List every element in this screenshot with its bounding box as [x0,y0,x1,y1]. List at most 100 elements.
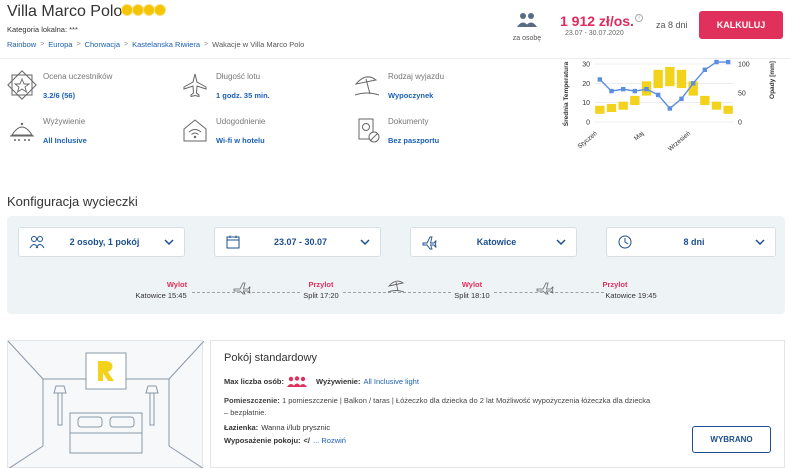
plane-icon [183,73,207,98]
timeline-line [343,292,451,293]
info-amenities: Udogodnienie Wi-fi w hotelu [180,115,265,145]
docs-value: Bez paszportu [388,136,440,145]
y-tick-label: 30 [582,62,590,69]
room-image [7,340,205,468]
passport-icon [358,118,380,143]
room-board-value: All Inclusive light [363,377,419,386]
plane-icon [536,282,554,295]
star-icon [144,5,154,15]
breadcrumb-chorwacja[interactable]: Chorwacja [84,40,120,49]
x-tick-label: Wrzesień [667,130,692,153]
clock-icon [618,235,632,249]
duration-select[interactable]: 8 dni [606,227,776,257]
room-name: Pokój standardowy [224,352,317,364]
precip-bar [723,105,733,114]
breadcrumb-europa[interactable]: Europa [48,40,73,49]
star-badge-icon [7,70,37,100]
precip-bar [676,69,687,89]
star-icon [122,5,132,15]
leg-value: Katowice 19:45 [605,291,657,300]
precip-bar [606,104,617,113]
departure-value: Katowice [476,237,517,247]
config-title: Konfiguracja wycieczki [7,194,138,209]
temperature-point [667,106,673,111]
precip-bar [700,95,710,106]
x-tick-label: Maj [633,130,646,142]
info-docs: Dokumenty Bez paszportu [352,115,439,145]
leg-value: Split 18:10 [454,291,490,300]
y-tick-label: 20 [582,81,590,88]
bath-label: Łazienka: [224,423,259,432]
expand-link[interactable]: ... Rozwiń [313,436,346,445]
info-board: Wyżywienie All Inclusive [7,115,87,145]
per-person-toggle[interactable]: za osobę [508,12,546,42]
chevron-down-icon [360,239,370,246]
chevron-right-icon: > [204,41,209,48]
info-trip: Rodzaj wyjazdu Wypoczynek [352,70,444,100]
precip-bar [595,105,605,114]
room-bathroom: Łazienka: Wanna i/lub prysznic [224,423,330,432]
info-icon[interactable]: i [635,14,643,22]
y2-tick-label: 0 [738,120,742,127]
temperature-point [632,88,638,94]
wifi-icon [183,119,207,142]
precip-bar [711,101,722,110]
trip-label: Rodzaj wyjazdu [388,72,445,81]
calculate-button[interactable]: KALKULUJ [699,11,783,39]
flight-label: Długość lotu [216,72,261,81]
amenities-value: Wi-fi w hotelu [216,136,265,145]
departure-select[interactable]: Katowice [410,227,577,257]
chosen-button[interactable]: WYBRANO [692,426,771,453]
plane-icon [233,282,251,295]
climate-chart: 0 10 20 30 0 50 100 Styczeń Maj Wrzesień Średnia T… [561,59,776,153]
room-meta: Max liczba osób: Wyżywienie: All Inclusi… [224,376,419,387]
dates-value: 23.07 - 30.07 [273,237,328,247]
divider [0,58,790,59]
y-axis-title: Średnia Temperatura [561,61,570,126]
flight-value: 1 godz. 35 min. [216,91,270,100]
board-label: Wyżywienie [43,117,86,126]
bath-value: Wanna i/lub prysznic [261,423,331,432]
temperature-point [679,96,684,101]
rating-value[interactable]: 3.2/6 (56) [43,91,76,100]
beach-umbrella-icon [354,76,380,96]
breadcrumb: Rainbow > Europa > Chorwacja > Kastelans… [7,40,304,49]
star-icon [133,5,143,15]
chevron-right-icon: > [124,41,129,48]
rating-label: Ocena uczestników [43,72,113,81]
calendar-icon [226,235,240,249]
temperature-point [725,59,731,65]
duration-value: 8 dni [683,237,705,247]
info-flight: Długość lotu 1 godz. 35 min. [180,70,270,100]
precip-bar [665,66,675,87]
equip-label: Wyposażenie pokoju: [224,436,301,445]
persons-select[interactable]: 2 osoby, 1 pokój [18,227,185,257]
y2-axis-title: Opady [mm] [769,61,776,99]
y2-tick-label: 100 [738,62,750,69]
breadcrumb-rainbow[interactable]: Rainbow [7,40,37,49]
precip-bar [653,69,663,89]
beach-umbrella-icon [387,280,405,293]
people-icon [287,376,308,387]
room-illustration [7,340,205,468]
info-rating: Ocena uczestników 3.2/6 (56) [7,70,112,100]
timeline-line [494,292,604,293]
temperature-point [620,86,626,92]
people-icon [29,236,45,249]
room-board-label: Wyżywienie: [316,377,361,386]
y-tick-label: 10 [582,100,590,107]
x-tick-label: Styczeń [577,130,600,150]
timeline-line [192,292,300,293]
plane-icon [422,236,437,250]
breadcrumb-riwiera[interactable]: Kastelanska Riwiera [132,40,201,49]
dates-select[interactable]: 23.07 - 30.07 [214,227,381,257]
chevron-right-icon: > [40,41,45,48]
leg-value: Split 17:20 [303,291,339,300]
y2-tick-label: 50 [738,91,746,98]
price: 1 912 zł/os. [560,13,634,29]
precip-bar [618,101,628,110]
persons-value: 2 osoby, 1 pokój [69,237,140,247]
temperature-point [714,59,719,65]
leg-label: Wylot [166,280,188,289]
food-cloche-icon [10,122,34,141]
